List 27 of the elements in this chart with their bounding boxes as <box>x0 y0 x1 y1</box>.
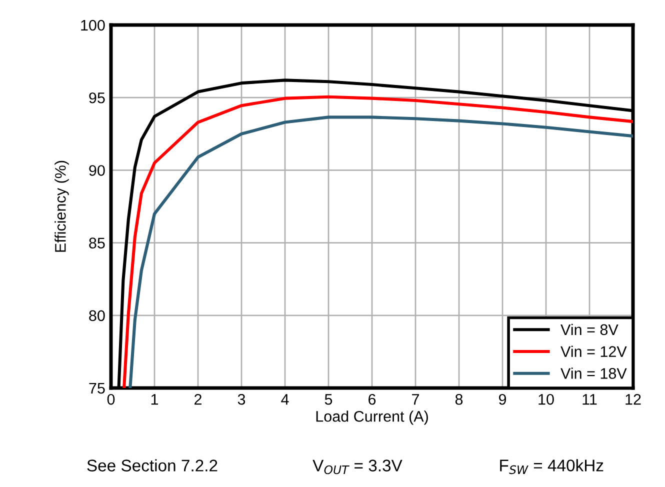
y-tick-label: 80 <box>89 310 105 322</box>
x-axis-title: Load Current (A) <box>316 410 428 425</box>
legend-label: Vin = 8V <box>560 324 618 336</box>
x-tick-label: 2 <box>194 394 202 405</box>
y-tick-label: 85 <box>89 238 105 248</box>
x-tick-label: 8 <box>455 394 463 405</box>
x-tick-label: 10 <box>538 394 554 405</box>
x-tick-label: 4 <box>281 394 289 405</box>
y-tick-label: 90 <box>89 165 105 176</box>
y-tick-label: 95 <box>89 92 105 104</box>
x-tick-label: 12 <box>626 394 641 405</box>
y-axis-title: Efficiency (%) <box>54 160 69 252</box>
x-tick-label: 9 <box>498 394 506 405</box>
x-tick-label: 7 <box>412 394 419 405</box>
x-tick-label: 1 <box>151 394 158 405</box>
x-tick-label: 3 <box>238 394 246 405</box>
legend-label: Vin = 18V <box>560 368 627 379</box>
y-tick-label: 100 <box>81 20 105 31</box>
x-tick-label: 11 <box>582 394 597 405</box>
text: F$_{SW}$ = 440kHz <box>500 459 604 474</box>
text: V$_{OUT}$ = 3.3V <box>312 460 402 474</box>
x-tick-label: 6 <box>368 394 376 405</box>
legend-label: Vin = 12V <box>560 346 627 357</box>
y-tick-label: 75 <box>89 383 105 394</box>
text: See Section 7.2.2 <box>87 459 218 472</box>
x-tick-label: 5 <box>324 394 332 405</box>
x-tick-label: 0 <box>107 394 115 405</box>
